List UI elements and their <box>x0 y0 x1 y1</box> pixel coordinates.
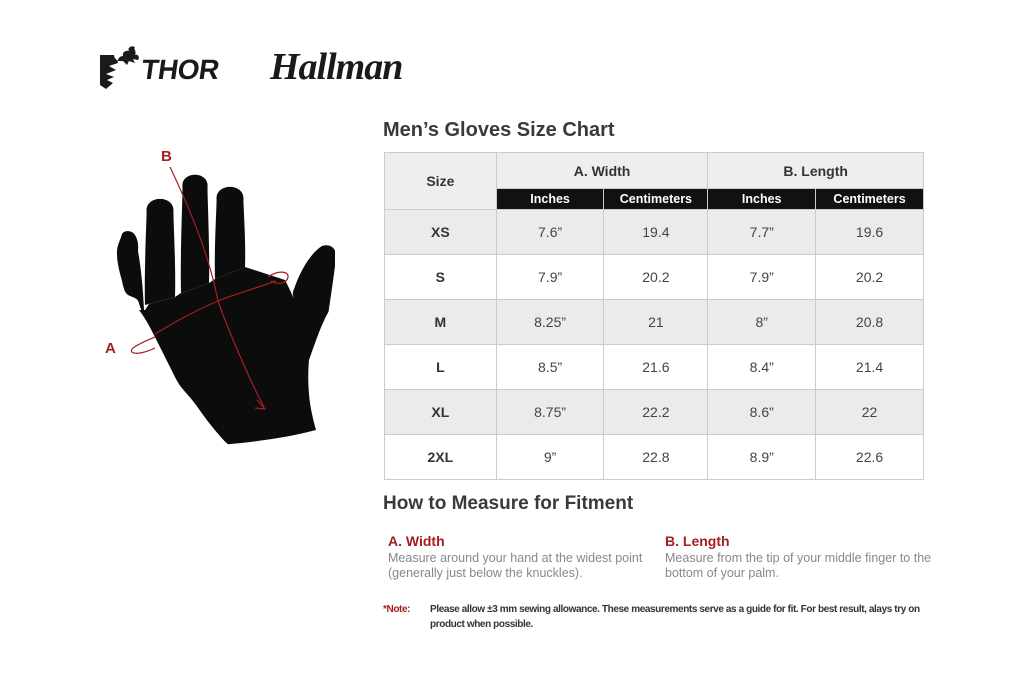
svg-text:B: B <box>161 148 172 165</box>
svg-text:A: A <box>105 340 116 357</box>
